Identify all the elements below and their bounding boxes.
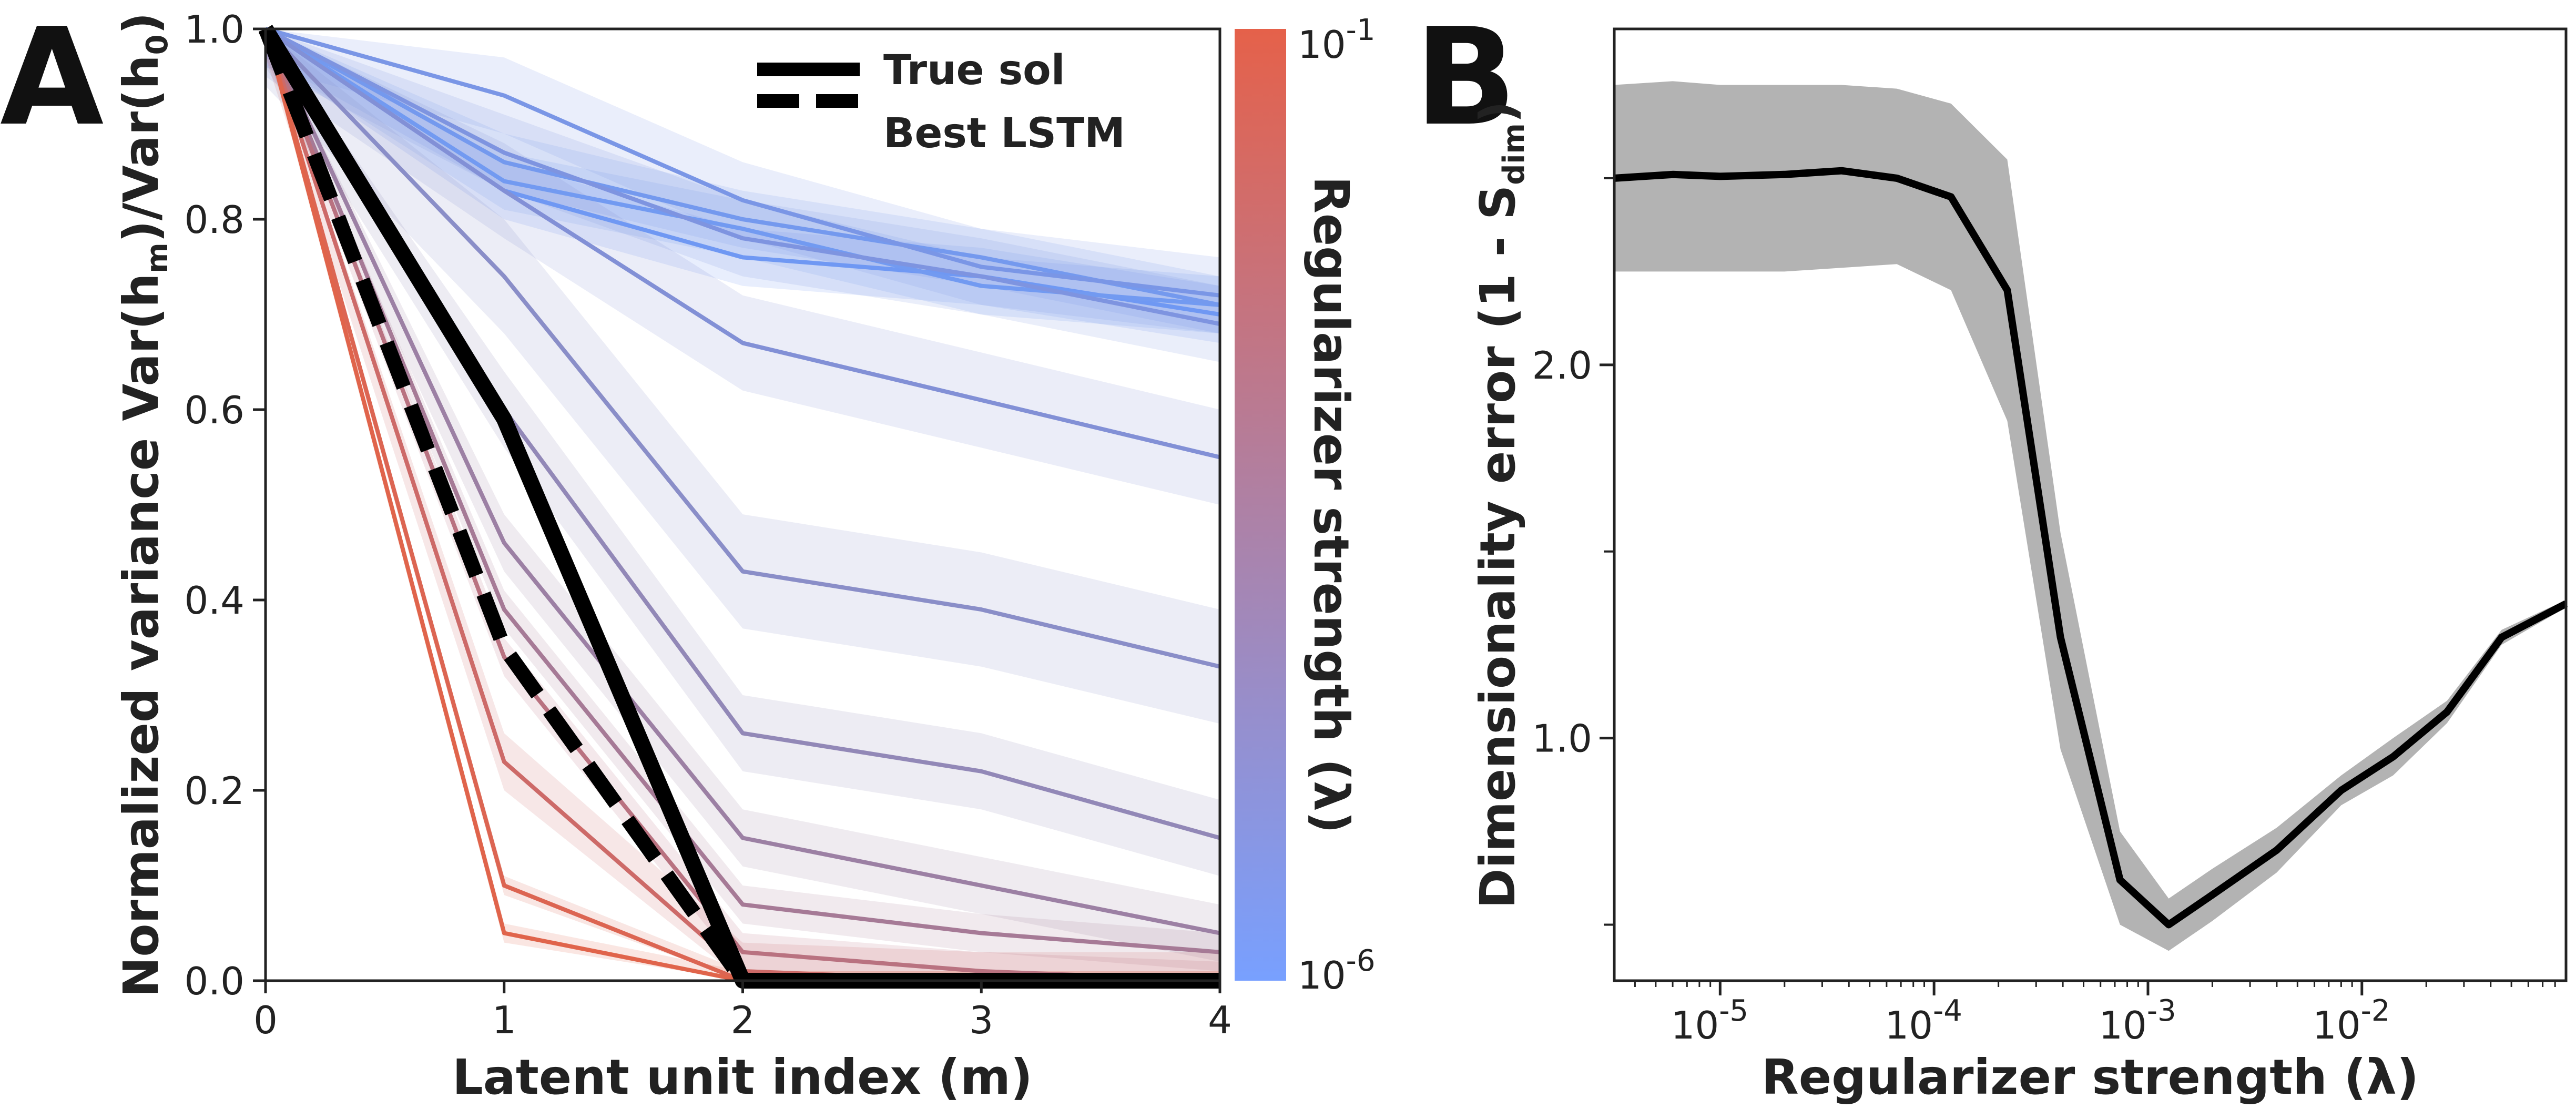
panel-a-letter: A [0,0,104,156]
panel-b-error-band [1614,81,2566,951]
panel-a-x-axis-title: Latent unit index (m) [452,1049,1033,1105]
colorbar-top-label: 10-1 [1298,13,1375,67]
y-tick-label: 2.0 [1532,343,1592,388]
panel-b-y-axis-title: Dimensionality error (1 - Sdim) [1470,101,1531,909]
y-tick-label: 1.0 [184,7,245,52]
colorbar-title: Regularizer strength (λ) [1303,176,1359,833]
panel-b-frame [1613,27,2568,982]
panel-a-legend: True sol Best LSTM [757,47,1125,157]
panel-a-ticks: 0 1 2 3 4 0.0 0.2 0.4 0.6 0.8 1.0 [184,7,1231,1042]
band-1e-3-b [266,29,1220,971]
band-1e-5-b [266,29,1220,362]
band-1e-6-a [266,29,1220,343]
y-tick-label: 0.0 [184,959,245,1003]
legend-best-lstm-label: Best LSTM [883,110,1125,157]
x-tick-label: 1 [492,998,516,1042]
panel-b-mean-line [1614,167,2568,929]
series-line-1e-3-b [263,28,1220,954]
panel-a-chart: 0 1 2 3 4 0.0 0.2 0.4 0.6 0.8 1.0 True sol Best LS… [113,7,1232,1105]
colorbar: 10-1 10-6 Regularizer strength (λ) [1235,13,1375,998]
series-line-1e-6-c [264,27,1220,307]
x-tick-label: 2 [731,998,755,1042]
series-line-1e-4-a [264,27,1220,669]
colorbar-bottom-label: 10-6 [1298,944,1375,998]
y-tick-label: 0.6 [184,388,245,432]
panel-a-y-axis-title: Normalized variance Var(hm)/Var(h0) [113,12,175,997]
y-tick-label: 1.0 [1532,717,1592,761]
colorbar-gradient [1235,29,1286,981]
x-tick-label: 4 [1208,998,1232,1042]
y-tick-label: 0.4 [184,578,245,623]
y-tick-label: 0.2 [184,769,245,813]
x-tick-label: 3 [969,998,993,1042]
panel-b-letter: B [1414,0,1516,156]
panel-b-chart: 10-5 10-4 10-3 10-2 1.0 2.0 Regularizer stren… [1470,27,2568,1105]
legend-true-sol-label: True sol [883,47,1065,94]
y-tick-label: 0.8 [184,198,245,242]
series-line-1e-3-a [263,28,1220,935]
panel-b-ticks: 10-5 10-4 10-3 10-2 1.0 2.0 [1532,177,2556,1047]
panel-b-x-axis-title: Regularizer strength (λ) [1762,1049,2419,1105]
series-line-1e-5-c [264,27,1220,460]
x-tick-label: 10-2 [2313,994,2390,1047]
band-1e-5-c [266,29,1220,505]
x-tick-label: 10-3 [2099,994,2176,1047]
band-1e-2-b [266,29,1220,981]
series-line-1e-5-b [264,27,1220,327]
x-tick-label: 0 [253,998,278,1042]
x-tick-label: 10-4 [1885,994,1962,1047]
band-1e-4-b [266,29,1220,876]
series-line-1e-5-a [264,27,1220,298]
x-tick-label: 10-5 [1671,994,1748,1047]
band-1e-4-a [266,29,1220,724]
